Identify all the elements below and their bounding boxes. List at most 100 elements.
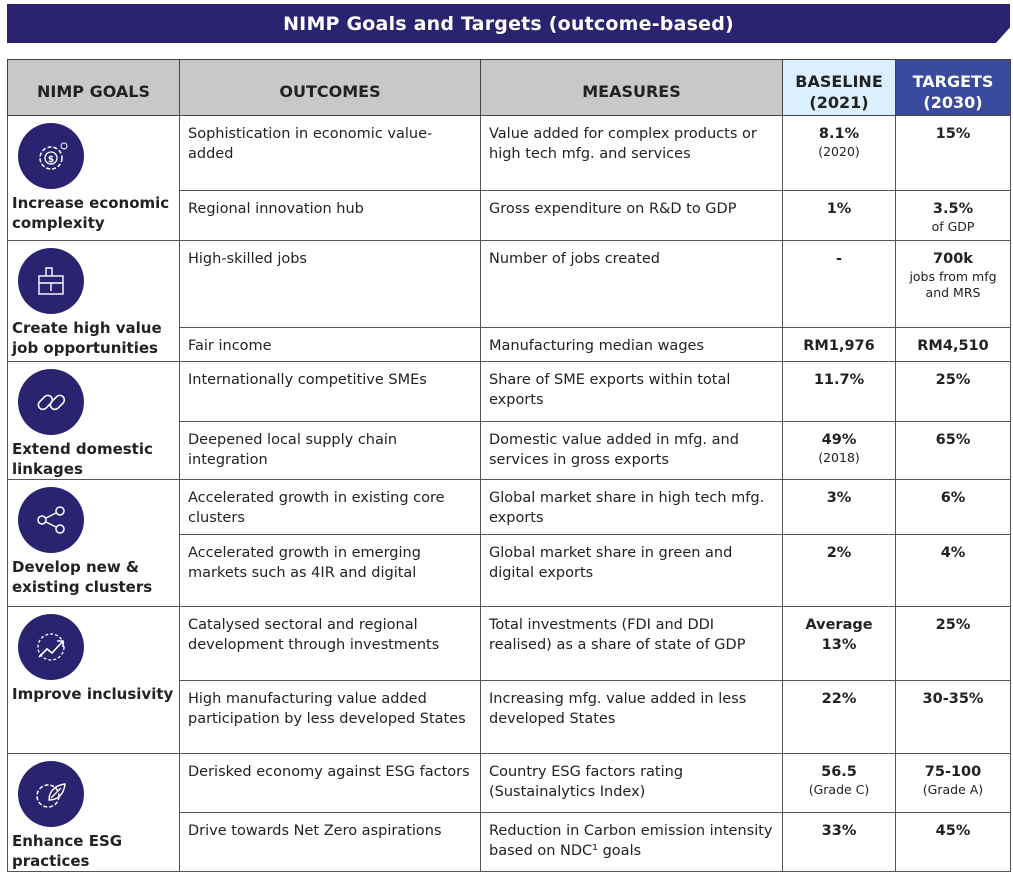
baseline-cell-text: 56.5: [821, 764, 857, 780]
measure-cell-text: Gross expenditure on R&D to GDP: [489, 201, 737, 217]
outcome-cell: Catalysed sectoral and regional developm…: [179, 606, 481, 681]
target-cell: 15%: [895, 115, 1011, 191]
target-cell-text: 4%: [940, 545, 966, 561]
measure-cell-text: Increasing mfg. value added in less deve…: [489, 691, 747, 727]
measure-cell: Manufacturing median wages: [480, 327, 783, 362]
measure-cell-text: Total investments (FDI and DDI realised)…: [489, 617, 746, 653]
target-cell-note: (Grade A): [922, 782, 984, 797]
baseline-cell-text: 22%: [821, 691, 857, 707]
target-cell: 30-35%: [895, 680, 1011, 754]
measure-cell: Number of jobs created: [480, 240, 783, 328]
table-row: Accelerated growth in emerging markets s…: [8, 534, 1011, 607]
outcome-cell-text: Sophistication in economic value-added: [188, 126, 433, 162]
page-title-banner: NIMP Goals and Targets (outcome-based): [7, 4, 1010, 43]
outcome-cell: Accelerated growth in existing core clus…: [179, 479, 481, 535]
baseline-cell: 33%: [782, 812, 896, 872]
table-row: Regional innovation hub Gross expenditure…: [8, 190, 1011, 241]
header-row: NIMP GOALS OUTCOMES MEASURES BASELINE (2…: [7, 59, 1011, 116]
measure-cell: Domestic value added in mfg. and service…: [480, 420, 783, 481]
outcome-cell: Derisked economy against ESG factors: [179, 753, 481, 813]
baseline-cell: 1%: [782, 190, 896, 241]
measure-cell-text: Share of SME exports within total export…: [489, 372, 731, 408]
baseline-cell-text: 33%: [821, 823, 857, 839]
target-cell: 25%: [895, 361, 1011, 422]
baseline-cell-text: 1%: [826, 201, 852, 217]
outcome-cell: Accelerated growth in emerging markets s…: [179, 534, 481, 607]
target-cell: 3.5% of GDP: [895, 190, 1011, 241]
measure-cell: Share of SME exports within total export…: [480, 361, 783, 422]
target-cell-text: 15%: [935, 126, 971, 142]
measure-cell-text: Global market share in green and digital…: [489, 545, 733, 581]
target-cell: 6%: [895, 479, 1011, 535]
measure-cell-text: Value added for complex products or high…: [489, 126, 757, 162]
table-row: $ Increase economic complexity Sophisticat…: [7, 115, 1011, 241]
baseline-cell: Average 13%: [782, 606, 896, 681]
goal-label: Enhance ESG practices: [12, 832, 123, 870]
goal-cell: $ Increase economic complexity: [7, 115, 180, 241]
target-cell-text: 25%: [935, 372, 971, 388]
measure-cell: Increasing mfg. value added in less deve…: [480, 680, 783, 754]
baseline-cell: 56.5 (Grade C): [782, 753, 896, 813]
target-cell: 65%: [895, 420, 1011, 481]
baseline-cell: 22%: [782, 680, 896, 754]
target-cell: 75-100 (Grade A): [895, 753, 1011, 813]
target-cell: 4%: [895, 534, 1011, 607]
measure-cell: Global market share in green and digital…: [480, 534, 783, 607]
baseline-cell: 11.7%: [782, 361, 896, 422]
baseline-cell-text: 11.7%: [813, 372, 865, 388]
measure-cell: Reduction in Carbon emission intensity b…: [480, 812, 783, 872]
measure-cell: Gross expenditure on R&D to GDP: [480, 190, 783, 241]
table-row: Extend domestic linkages Internationally …: [7, 361, 1011, 480]
outcome-cell-text: High-skilled jobs: [188, 251, 307, 267]
goal-label: Improve inclusivity: [12, 685, 174, 703]
target-cell-text: 75-100: [924, 764, 982, 780]
outcome-cell: Drive towards Net Zero aspirations: [179, 812, 481, 872]
target-cell: 25%: [895, 606, 1011, 681]
measure-cell-text: Country ESG factors rating (Sustainalyti…: [489, 764, 684, 800]
measure-cell-text: Reduction in Carbon emission intensity b…: [489, 823, 773, 859]
measure-cell: Global market share in high tech mfg. ex…: [480, 479, 783, 535]
outcome-cell-text: Derisked economy against ESG factors: [188, 764, 470, 780]
outcome-cell-text: Accelerated growth in emerging markets s…: [188, 545, 421, 581]
goal-cell: Develop new & existing clusters: [7, 479, 180, 607]
target-cell-text: 65%: [935, 431, 971, 448]
measure-cell: Total investments (FDI and DDI realised)…: [480, 606, 783, 681]
baseline-cell: 49% (2018): [782, 420, 896, 481]
header-measures: MEASURES: [480, 59, 783, 116]
outcome-cell-text: Regional innovation hub: [188, 201, 364, 217]
measure-cell: Value added for complex products or high…: [480, 115, 783, 191]
target-cell-text: 3.5%: [932, 201, 974, 217]
measure-cell: Country ESG factors rating (Sustainalyti…: [480, 753, 783, 813]
table-row: Improve inclusivity Catalysed sectoral an…: [7, 606, 1011, 754]
baseline-cell-text: RM1,976: [803, 338, 875, 354]
page-title: NIMP Goals and Targets (outcome-based): [283, 12, 734, 35]
target-cell-text: 45%: [935, 823, 971, 839]
outcome-cell-text: Catalysed sectoral and regional developm…: [188, 617, 440, 653]
baseline-cell-text: 2%: [826, 545, 852, 561]
baseline-cell-text: 8.1%: [818, 126, 860, 142]
target-cell-note: jobs from mfg and MRS: [909, 269, 997, 300]
baseline-cell: 8.1% (2020): [782, 115, 896, 191]
outcome-cell-text: Fair income: [188, 338, 272, 354]
measure-cell-text: Domestic value added in mfg. and service…: [489, 431, 739, 468]
measure-cell-text: Number of jobs created: [489, 251, 660, 267]
target-cell-text: RM4,510: [917, 338, 989, 354]
baseline-cell: RM1,976: [782, 327, 896, 362]
goal-cell: Improve inclusivity: [7, 606, 180, 754]
header-outcomes: OUTCOMES: [179, 59, 481, 116]
table-row: Develop new & existing clusters Accelerat…: [7, 479, 1011, 607]
goal-label: Increase economic complexity: [12, 194, 170, 232]
target-cell-text: 6%: [940, 490, 966, 506]
growth-arrow-icon: [18, 614, 84, 680]
baseline-cell-note: (2020): [818, 144, 860, 159]
header-goals: NIMP GOALS: [7, 59, 180, 116]
header-baseline: BASELINE (2021): [782, 59, 896, 116]
outcome-cell: Regional innovation hub: [179, 190, 481, 241]
chain-link-icon: [18, 369, 84, 435]
target-cell-text: 700k: [933, 251, 973, 267]
outcome-cell-text: High manufacturing value added participa…: [188, 691, 466, 727]
outcome-cell: High-skilled jobs: [179, 240, 481, 328]
outcome-cell: Internationally competitive SMEs: [179, 361, 481, 422]
goals-table: NIMP GOALS OUTCOMES MEASURES BASELINE (2…: [7, 59, 1011, 872]
outcome-cell: Deepened local supply chain integration: [179, 420, 481, 481]
